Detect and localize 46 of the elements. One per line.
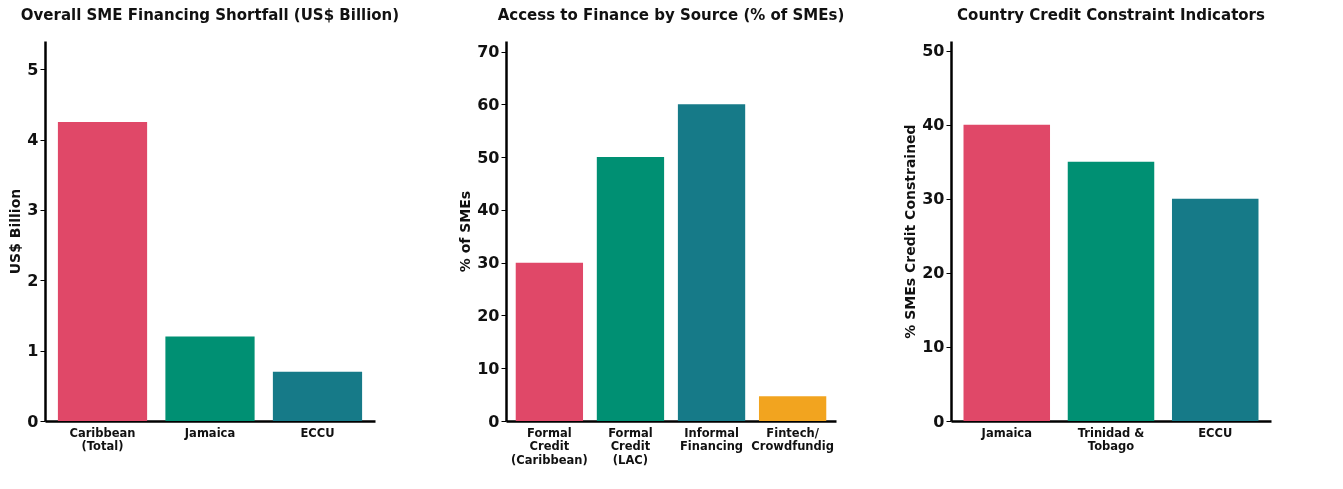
x-tick-label: Fintech/ Crowdfundig bbox=[751, 425, 834, 453]
bar bbox=[677, 104, 746, 421]
y-axis-title: % of SMEs bbox=[457, 190, 474, 273]
bar bbox=[596, 157, 665, 421]
bar bbox=[758, 396, 827, 421]
y-tick-label: 50 bbox=[477, 147, 500, 167]
y-tick-label: 0 bbox=[27, 411, 39, 431]
y-tick-label: 10 bbox=[922, 337, 945, 357]
x-tick-label: Jamaica bbox=[183, 425, 236, 440]
y-tick-label: 40 bbox=[477, 200, 500, 220]
y-tick-label: 1 bbox=[27, 341, 39, 361]
y-tick-label: 20 bbox=[477, 305, 500, 325]
y-tick-label: 30 bbox=[477, 253, 500, 273]
x-tick-label: ECCU bbox=[1198, 425, 1233, 440]
y-axis-title: US$ Billion bbox=[7, 188, 24, 275]
x-tick-label: Formal Credit (Caribbean) bbox=[511, 425, 588, 467]
y-tick-label: 20 bbox=[922, 263, 945, 283]
bar bbox=[272, 371, 363, 421]
x-tick-label: Caribbean (Total) bbox=[69, 425, 136, 453]
chart-title: Overall SME Financing Shortfall (US$ Billion) bbox=[20, 6, 400, 24]
y-tick-label: 60 bbox=[477, 94, 500, 114]
bar bbox=[1067, 161, 1155, 421]
x-tick-label: Formal Credit (LAC) bbox=[608, 425, 653, 467]
y-tick-label: 0 bbox=[933, 411, 945, 431]
bar bbox=[515, 262, 584, 421]
y-tick-label: 2 bbox=[27, 270, 39, 290]
chart-title: Country Credit Constraint Indicators bbox=[957, 6, 1265, 24]
x-tick-label: Informal Financing bbox=[679, 425, 744, 453]
x-tick-label: Jamaica bbox=[980, 425, 1032, 440]
bar bbox=[165, 336, 255, 421]
y-tick-label: 40 bbox=[922, 115, 945, 135]
y-tick-label: 3 bbox=[27, 200, 39, 220]
y-tick-label: 5 bbox=[27, 59, 39, 79]
y-tick-label: 30 bbox=[922, 189, 945, 209]
x-tick-label: Trinidad & Tobago bbox=[1077, 425, 1145, 453]
bar bbox=[57, 121, 148, 421]
bar bbox=[1171, 198, 1259, 421]
y-tick-label: 0 bbox=[488, 411, 500, 431]
y-tick-label: 10 bbox=[477, 358, 500, 378]
x-tick-label: ECCU bbox=[300, 425, 335, 440]
y-tick-label: 70 bbox=[477, 42, 500, 62]
y-axis-title: % SMEs Credit Constrained bbox=[902, 124, 919, 339]
y-tick-label: 50 bbox=[922, 41, 945, 61]
chart-title: Access to Finance by Source (% of SMEs) bbox=[497, 6, 845, 24]
y-tick-label: 4 bbox=[27, 130, 39, 150]
bar bbox=[963, 124, 1051, 421]
